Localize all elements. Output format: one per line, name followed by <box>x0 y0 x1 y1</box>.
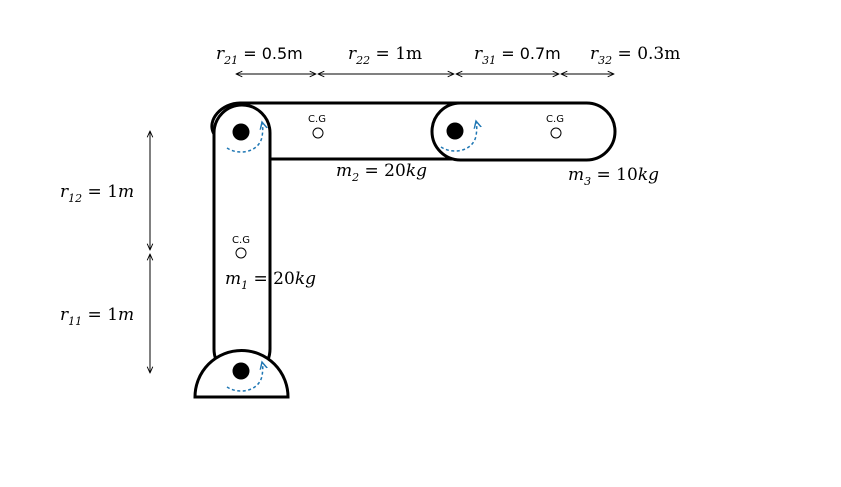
label-r32: r32 = 0.3m <box>590 44 680 67</box>
label-r12: r12 = 1m <box>60 182 134 205</box>
cg-icon <box>312 127 324 139</box>
rotation-arrow-icon-joint-3 <box>440 121 477 152</box>
label-r21: r21 = 0.5m <box>216 44 303 67</box>
label-r22: r22 = 1m <box>348 44 422 67</box>
label-r31: r31 = 0.7m <box>474 44 561 67</box>
label-m3: m3 = 10kg <box>568 165 659 188</box>
label-r11: r11 = 1m <box>60 305 134 328</box>
joint-3 <box>446 122 464 140</box>
label-m1: m1 = 20kg <box>225 269 316 292</box>
cg-icon <box>550 127 562 139</box>
rotation-arrow-icon-joint-2 <box>226 122 263 153</box>
joint-1 <box>232 362 250 380</box>
cg-link-3: C.G <box>546 114 564 139</box>
rotation-arrow-icon-joint-1 <box>226 362 263 392</box>
label-m2: m2 = 20kg <box>336 161 427 184</box>
cg-label: C.G <box>546 114 564 125</box>
cg-link-2: C.G <box>308 114 326 139</box>
cg-label: C.G <box>232 235 250 246</box>
link-3 <box>430 101 617 162</box>
joint-2 <box>232 123 250 141</box>
cg-link-1: C.G <box>232 235 250 259</box>
cg-icon <box>235 247 247 259</box>
cg-label: C.G <box>308 114 326 125</box>
